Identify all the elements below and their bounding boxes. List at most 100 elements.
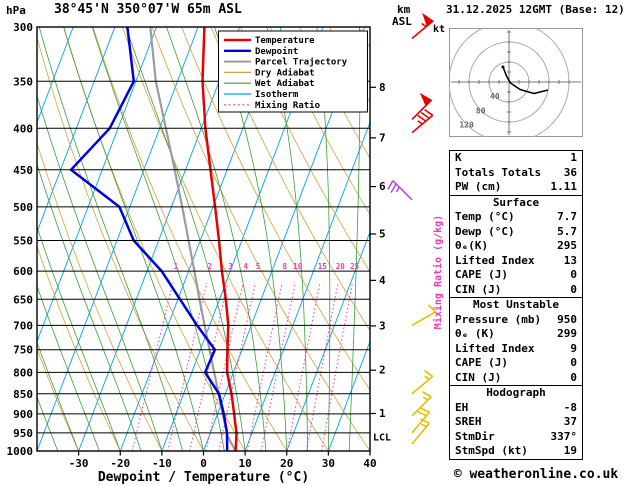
pressure-tick-label: 900 xyxy=(13,408,33,421)
x-axis-title: Dewpoint / Temperature (°C) xyxy=(98,470,309,485)
wind-barb-half xyxy=(417,120,423,125)
wind-barb-half xyxy=(422,396,429,401)
stats-row: Lifted Index 9 xyxy=(450,342,582,357)
mixing-ratio-line xyxy=(305,282,339,451)
wind-barb-staff xyxy=(411,422,430,445)
stats-row: CIN (J) 0 xyxy=(450,283,582,298)
stats-value: 0 xyxy=(570,282,577,296)
km-tick-label: 7 xyxy=(379,131,386,144)
km-tick-label: 8 xyxy=(379,81,386,94)
wind-barb-staff xyxy=(392,180,413,201)
wind-barb-half xyxy=(421,423,427,428)
km-tick-label: 4 xyxy=(379,274,386,287)
wind-barb-full xyxy=(417,410,427,417)
isotherm-line xyxy=(37,27,157,343)
wind-barb xyxy=(411,407,430,434)
x-tick-label: 40 xyxy=(363,457,376,470)
stats-panel: K 1 Totals Totals 36 PW (cm) 1.11 Surface Temp … xyxy=(449,150,583,460)
dry-adiabat-line xyxy=(240,27,370,273)
stats-label: θₑ(K) xyxy=(455,239,489,252)
stats-row: θₑ(K) 295 xyxy=(450,239,582,254)
pressure-tick-label: 650 xyxy=(13,293,33,306)
stats-section-title: Surface xyxy=(492,195,540,209)
stats-value: 37 xyxy=(563,415,577,428)
pressure-tick-label: 800 xyxy=(13,366,33,379)
wind-barb-full xyxy=(419,418,430,424)
altitude-unit-asl: ASL xyxy=(392,15,412,28)
x-tick-label: -20 xyxy=(110,457,130,470)
legend-label: Wet Adiabat xyxy=(255,78,315,89)
stats-section: Most Unstable Pressure (mb) 950 θₑ (K) 299 Li… xyxy=(449,297,583,386)
pressure-axis-unit: hPa xyxy=(6,4,26,17)
wind-barb-full xyxy=(427,304,436,313)
km-tick-label: 1 xyxy=(379,407,386,420)
wind-barb-full xyxy=(390,183,397,193)
x-tick-label: 30 xyxy=(322,457,335,470)
pressure-tick-label: 550 xyxy=(13,234,33,247)
mixing-ratio-line xyxy=(260,282,296,451)
stats-section-title: Most Unstable xyxy=(472,298,560,311)
stats-value: 299 xyxy=(557,327,577,340)
stats-value: 0 xyxy=(570,370,577,384)
stats-row: SREH 37 xyxy=(450,415,582,430)
x-tick-label: -10 xyxy=(152,457,172,470)
stats-label: EH xyxy=(455,400,469,414)
km-tick-label: 6 xyxy=(379,180,386,193)
stats-value: 36 xyxy=(563,165,577,179)
stats-value: 0 xyxy=(570,356,577,369)
stats-value: 19 xyxy=(563,444,577,457)
isotherm-line xyxy=(244,121,370,451)
mixing-ratio-line xyxy=(286,282,321,451)
stats-label: Lifted Index xyxy=(455,253,535,267)
stats-row: EH -8 xyxy=(450,401,582,416)
pressure-tick-label: 600 xyxy=(13,265,33,278)
stats-value: 950 xyxy=(557,312,577,326)
stats-row: Temp (°C) 7.7 xyxy=(450,210,582,225)
stats-row: StmDir 337° xyxy=(450,430,582,445)
stats-label: SREH xyxy=(455,415,482,428)
stats-value: 7.7 xyxy=(557,210,577,223)
x-tick-label: -30 xyxy=(69,457,89,470)
km-tick-label: 5 xyxy=(379,227,386,240)
wind-barb-pennant xyxy=(422,12,434,28)
stats-value: -8 xyxy=(563,400,577,414)
mixing-ratio-line xyxy=(218,282,256,451)
mixing-ratio-value-label: 4 xyxy=(244,262,249,271)
mixing-ratio-line xyxy=(205,282,244,451)
stats-row: Totals Totals 36 xyxy=(450,166,582,181)
stats-row: Pressure (mb) 950 xyxy=(450,313,582,328)
wet-adiabat-line xyxy=(37,396,59,451)
hodograph-ring-label: 80 xyxy=(476,106,486,115)
stats-row: θₑ (K) 299 xyxy=(450,327,582,342)
legend-label: Isotherm xyxy=(255,90,299,100)
x-tick-label: 0 xyxy=(200,457,207,470)
isotherm-line xyxy=(78,27,241,451)
stats-label: CIN (J) xyxy=(455,282,502,296)
pressure-tick-label: 750 xyxy=(13,344,33,357)
pressure-tick-label: 400 xyxy=(13,122,33,135)
hodograph-unit-label: kt xyxy=(433,24,446,35)
skewt-diagram: 1 2 3 4 5 8 10 15 20 2530035040045050055060065070… xyxy=(7,12,444,485)
mixing-ratio-line xyxy=(167,282,208,451)
mixing-ratio-line xyxy=(321,282,353,451)
mixing-ratio-value-label: 15 xyxy=(318,262,327,271)
mixing-ratio-axis-label: Mixing Ratio (g/kg) xyxy=(432,215,444,329)
mixing-ratio-value-label: 20 xyxy=(336,262,346,271)
stats-value: 337° xyxy=(550,429,578,443)
stats-value: 1 xyxy=(570,151,577,164)
mixing-ratio-value-label: 3 xyxy=(228,262,233,271)
wind-barb-half xyxy=(421,22,427,28)
stats-value: 295 xyxy=(557,239,577,252)
lcl-label: LCL xyxy=(373,432,391,443)
wet-adiabat-line xyxy=(37,94,163,451)
stats-value: 1.11 xyxy=(550,180,578,193)
wind-barb-pennant xyxy=(419,92,433,107)
mixing-ratio-value-label: 10 xyxy=(293,262,303,271)
km-tick-label: 3 xyxy=(379,319,386,332)
stats-label: Temp (°C) xyxy=(455,210,515,223)
km-tick-label: 2 xyxy=(379,364,386,377)
legend-label: Mixing Ratio xyxy=(255,100,320,111)
